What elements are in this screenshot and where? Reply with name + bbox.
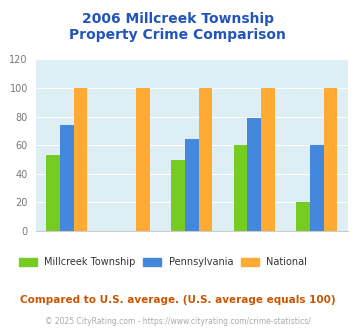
Bar [310,145,323,231]
Bar [198,88,212,231]
Bar [323,88,337,231]
Bar [234,145,247,231]
Legend: Millcreek Township, Pennsylvania, National: Millcreek Township, Pennsylvania, Nation… [19,257,307,267]
Bar [261,88,275,231]
Bar [247,118,261,231]
Text: © 2025 CityRating.com - https://www.cityrating.com/crime-statistics/: © 2025 CityRating.com - https://www.city… [45,317,310,326]
Bar [73,88,87,231]
Bar [60,125,73,231]
Bar [136,88,150,231]
Bar [46,155,60,231]
Text: Property Crime Comparison: Property Crime Comparison [69,28,286,42]
Bar [296,202,310,231]
Text: 2006 Millcreek Township: 2006 Millcreek Township [82,12,273,25]
Text: Compared to U.S. average. (U.S. average equals 100): Compared to U.S. average. (U.S. average … [20,295,335,305]
Bar [185,140,198,231]
Bar [171,159,185,231]
